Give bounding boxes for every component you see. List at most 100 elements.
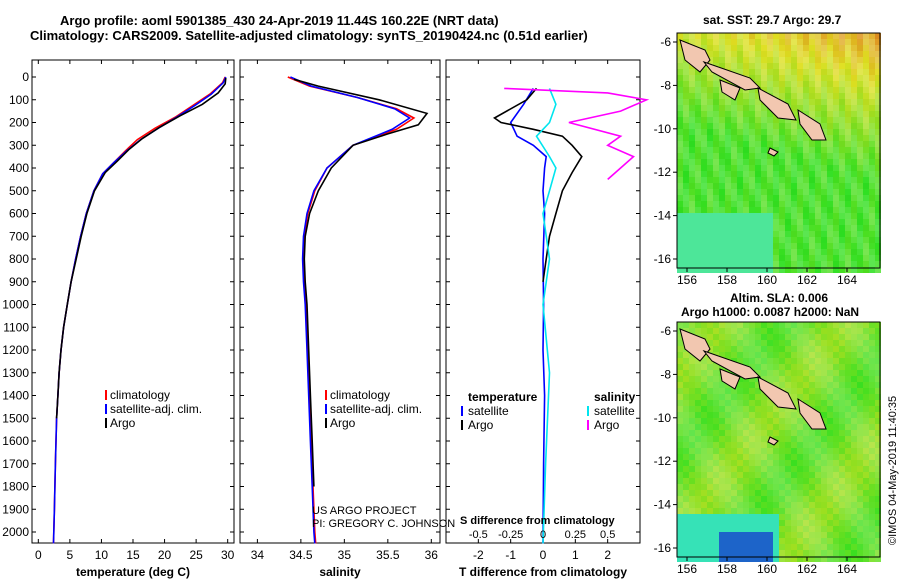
map-cell	[791, 111, 797, 117]
map-cell	[875, 207, 881, 213]
map-cell	[833, 358, 839, 364]
map-cell	[803, 382, 809, 388]
x-tick-label: 10	[95, 548, 109, 562]
map-cell	[833, 189, 839, 195]
map-cell	[815, 460, 821, 466]
map-cell	[821, 418, 827, 424]
map-cell	[839, 171, 845, 177]
map-cell	[725, 352, 731, 358]
map-cell	[791, 448, 797, 454]
map-cell	[695, 171, 701, 177]
map-cell	[731, 183, 737, 189]
map-cell	[869, 267, 875, 273]
map-cell	[857, 388, 863, 394]
map-cell	[809, 394, 815, 400]
map-cell	[833, 328, 839, 334]
map-cell	[845, 436, 851, 442]
map-cell	[797, 207, 803, 213]
map-cell	[845, 57, 851, 63]
map-cell	[821, 448, 827, 454]
map-cell	[791, 63, 797, 69]
map-cell	[809, 508, 815, 514]
map-cell	[869, 550, 875, 556]
map-cell	[803, 556, 809, 562]
map-cell	[875, 171, 881, 177]
map-cell	[689, 382, 695, 388]
map-cell	[815, 382, 821, 388]
map-cell	[689, 225, 695, 231]
map-cell	[833, 520, 839, 526]
map-cell	[815, 526, 821, 532]
map-cell	[809, 550, 815, 556]
map-cell	[845, 171, 851, 177]
map-cell	[827, 201, 833, 207]
map-cell	[755, 442, 761, 448]
map-cell	[749, 340, 755, 346]
map-cell	[737, 508, 743, 514]
map-cell	[803, 424, 809, 430]
map-cell	[725, 556, 731, 562]
map-cell	[797, 75, 803, 81]
map-cell	[731, 526, 737, 532]
map-cell	[803, 430, 809, 436]
map-cell	[797, 436, 803, 442]
map-cell	[809, 328, 815, 334]
map-cell	[755, 406, 761, 412]
map-cell	[833, 376, 839, 382]
map-cell	[773, 177, 779, 183]
map-cell	[761, 544, 767, 550]
map-cell	[719, 436, 725, 442]
map-cell	[809, 225, 815, 231]
map-cell	[875, 352, 881, 358]
map-cell	[773, 201, 779, 207]
map-cell	[737, 123, 743, 129]
map-cell	[767, 201, 773, 207]
map-cell	[713, 45, 719, 51]
map-cell	[743, 99, 749, 105]
map-cell	[875, 520, 881, 526]
map-cell	[845, 490, 851, 496]
map-cell	[833, 33, 839, 39]
map-cell	[701, 105, 707, 111]
map-cell	[833, 261, 839, 267]
map-cell	[755, 111, 761, 117]
map-cell	[773, 69, 779, 75]
map-cell	[869, 51, 875, 57]
y-tick-label: 1400	[2, 389, 29, 403]
map-cell	[809, 478, 815, 484]
map-cell	[821, 237, 827, 243]
map-cell	[833, 502, 839, 508]
map-cell	[719, 183, 725, 189]
map-cell	[755, 526, 761, 532]
map-cell	[863, 358, 869, 364]
map-cell	[713, 81, 719, 87]
legend-label: climatology	[110, 388, 170, 402]
map-cell	[833, 334, 839, 340]
map-cell	[851, 460, 857, 466]
map-cell	[695, 400, 701, 406]
map-cell	[755, 81, 761, 87]
map-cell	[773, 406, 779, 412]
map-cell	[845, 334, 851, 340]
map-cell	[737, 490, 743, 496]
map-cell	[797, 412, 803, 418]
map-cell	[713, 430, 719, 436]
map-cell	[863, 63, 869, 69]
map-cell	[869, 382, 875, 388]
map-cell	[851, 219, 857, 225]
map-cell	[707, 105, 713, 111]
map-cell	[797, 526, 803, 532]
map-cell	[689, 69, 695, 75]
map-cell	[719, 526, 725, 532]
map-cell	[809, 99, 815, 105]
map-cell	[689, 436, 695, 442]
map-cell	[767, 424, 773, 430]
map-cell	[827, 51, 833, 57]
map-cell	[791, 358, 797, 364]
map-cell	[821, 538, 827, 544]
lon-tick-label: 156	[677, 273, 697, 287]
map-cell	[719, 201, 725, 207]
map-cell	[797, 201, 803, 207]
map-cell	[839, 496, 845, 502]
map-cell	[809, 105, 815, 111]
